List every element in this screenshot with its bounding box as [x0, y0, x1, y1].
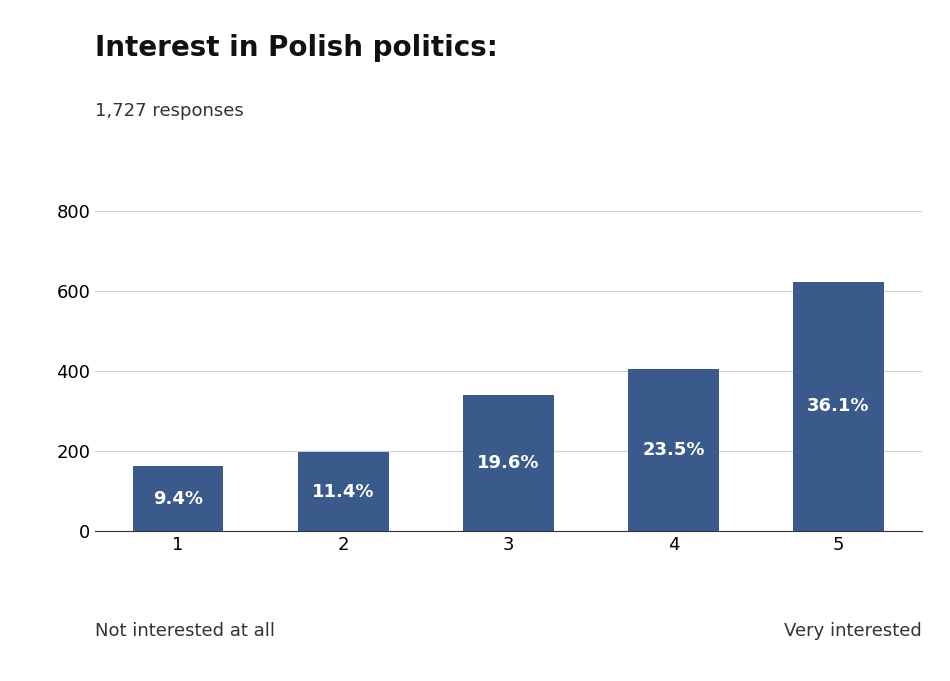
Bar	[793, 282, 884, 531]
Bar	[297, 452, 389, 531]
Text: Very interested: Very interested	[784, 622, 922, 640]
Text: 19.6%: 19.6%	[477, 454, 540, 473]
Text: 36.1%: 36.1%	[808, 398, 870, 415]
Bar	[628, 368, 719, 531]
Text: Interest in Polish politics:: Interest in Polish politics:	[95, 34, 498, 62]
Text: 9.4%: 9.4%	[153, 490, 203, 508]
Text: 23.5%: 23.5%	[642, 441, 705, 459]
Bar	[133, 466, 223, 531]
Text: 11.4%: 11.4%	[312, 483, 374, 501]
Bar	[463, 396, 554, 531]
Text: Not interested at all: Not interested at all	[95, 622, 275, 640]
Text: 1,727 responses: 1,727 responses	[95, 102, 244, 120]
